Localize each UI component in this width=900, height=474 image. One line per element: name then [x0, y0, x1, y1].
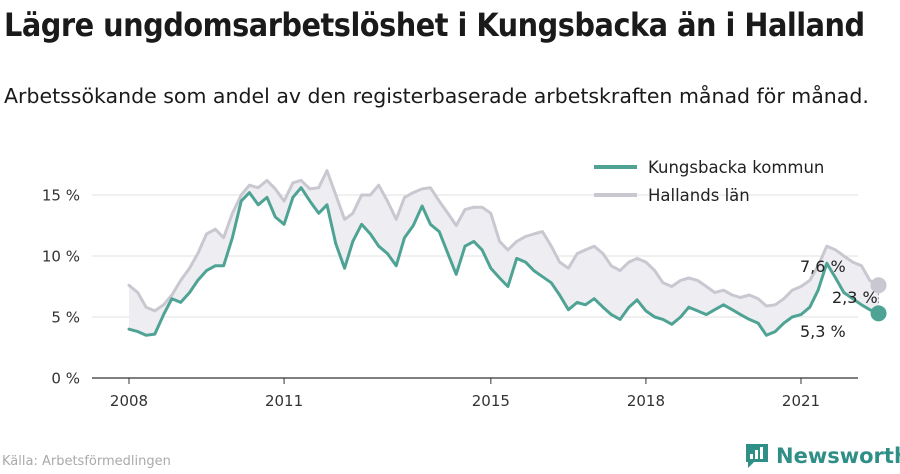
end-marker-halland [870, 277, 887, 294]
brand-name: Newsworthy [776, 444, 900, 468]
series-line-kungsbacka-kommun [127, 186, 880, 337]
x-tick-label: 2021 [782, 392, 820, 410]
difference-band [129, 170, 879, 336]
y-tick-label: 10 % [42, 248, 80, 266]
end-marker-kungsbacka [870, 305, 887, 322]
source-text: Källa: Arbetsförmedlingen [2, 454, 171, 469]
chart-subtitle: Arbetssökande som andel av den registerb… [4, 84, 869, 108]
x-tick-label: 2018 [627, 392, 665, 410]
x-tick-label: 2015 [472, 392, 510, 410]
y-tick-label: 15 % [42, 187, 80, 205]
y-axis: 0 % 5 % 10 % 15 % [42, 187, 858, 388]
annotation-kungsbacka-last: 5,3 % [800, 322, 846, 341]
line-chart: 0 % 5 % 10 % 15 % 2008 2011 2015 2018 2021 Kung… [42, 158, 887, 410]
legend-label-halland: Hallands län [648, 186, 750, 205]
annotation-difference: 2,3 % [832, 288, 878, 307]
end-markers [870, 277, 887, 322]
y-tick-label: 0 % [51, 370, 80, 388]
x-tick-label: 2008 [110, 392, 148, 410]
x-tick-label: 2011 [265, 392, 303, 410]
chart-title: Lägre ungdomsarbetslöshet i Kungsbacka ä… [4, 6, 865, 44]
legend: Kungsbacka kommun Hallands län [594, 158, 824, 205]
brand-logo: Newsworthy [744, 442, 900, 470]
annotation-halland-last: 7,6 % [800, 257, 846, 276]
newsworthy-logo-icon [746, 444, 768, 468]
series-line-hallands-lan [127, 169, 880, 313]
y-tick-label: 5 % [51, 309, 80, 327]
legend-label-kungsbacka: Kungsbacka kommun [648, 158, 824, 177]
x-axis: 2008 2011 2015 2018 2021 [110, 378, 820, 410]
